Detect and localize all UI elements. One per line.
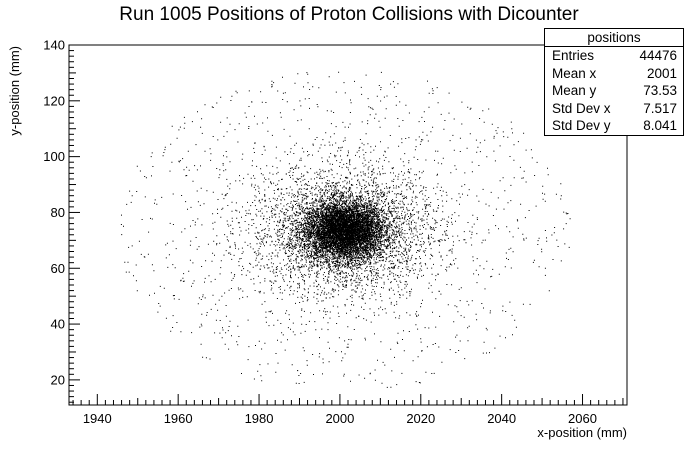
x-axis: 1940 1960 1980 2000 2020 2040 2060 bbox=[72, 394, 624, 426]
x-tick-label: 1960 bbox=[164, 411, 193, 426]
stats-box: positions Entries 44476 Mean x 2001 Mean… bbox=[544, 28, 684, 136]
stats-row-mean-y: Mean y 73.53 bbox=[545, 82, 683, 100]
y-axis-label: y-position (mm) bbox=[7, 46, 22, 136]
y-tick-label: 120 bbox=[43, 93, 65, 108]
stats-value: 44476 bbox=[639, 48, 677, 63]
stats-label: Entries bbox=[552, 48, 595, 63]
x-tick-label: 2000 bbox=[325, 411, 354, 426]
stats-label: Std Dev x bbox=[552, 100, 611, 116]
stats-label: Std Dev y bbox=[552, 118, 611, 133]
y-tick-label: 140 bbox=[43, 38, 65, 53]
stats-row-std-dev-y: Std Dev y 8.041 bbox=[545, 117, 683, 135]
x-axis-label: x-position (mm) bbox=[537, 425, 627, 440]
chart-title: Run 1005 Positions of Proton Collisions … bbox=[119, 4, 579, 25]
stats-value: 7.517 bbox=[643, 100, 677, 116]
stats-row-std-dev-x: Std Dev x 7.517 bbox=[545, 100, 683, 118]
y-tick-label: 80 bbox=[51, 205, 65, 220]
x-tick-label: 1940 bbox=[83, 411, 112, 426]
stats-value: 73.53 bbox=[643, 83, 677, 98]
stats-box-title: positions bbox=[545, 29, 683, 47]
stats-label: Mean y bbox=[552, 83, 597, 98]
data-points bbox=[120, 71, 571, 388]
stats-label: Mean x bbox=[552, 65, 597, 81]
y-tick-label: 100 bbox=[43, 149, 65, 164]
data-point-cloud bbox=[120, 71, 571, 388]
stats-row-entries: Entries 44476 bbox=[545, 47, 683, 65]
stats-row-mean-x: Mean x 2001 bbox=[545, 65, 683, 83]
x-tick-label: 2020 bbox=[406, 411, 435, 426]
stats-value: 8.041 bbox=[643, 118, 677, 133]
y-axis: 20 40 60 80 100 120 140 bbox=[43, 38, 80, 403]
stats-value: 2001 bbox=[646, 65, 677, 81]
x-tick-label: 2040 bbox=[487, 411, 516, 426]
y-tick-label: 40 bbox=[51, 317, 65, 332]
x-tick-label: 1980 bbox=[245, 411, 274, 426]
x-tick-label: 2060 bbox=[568, 411, 597, 426]
y-tick-label: 20 bbox=[51, 372, 65, 387]
y-tick-label: 60 bbox=[51, 261, 65, 276]
